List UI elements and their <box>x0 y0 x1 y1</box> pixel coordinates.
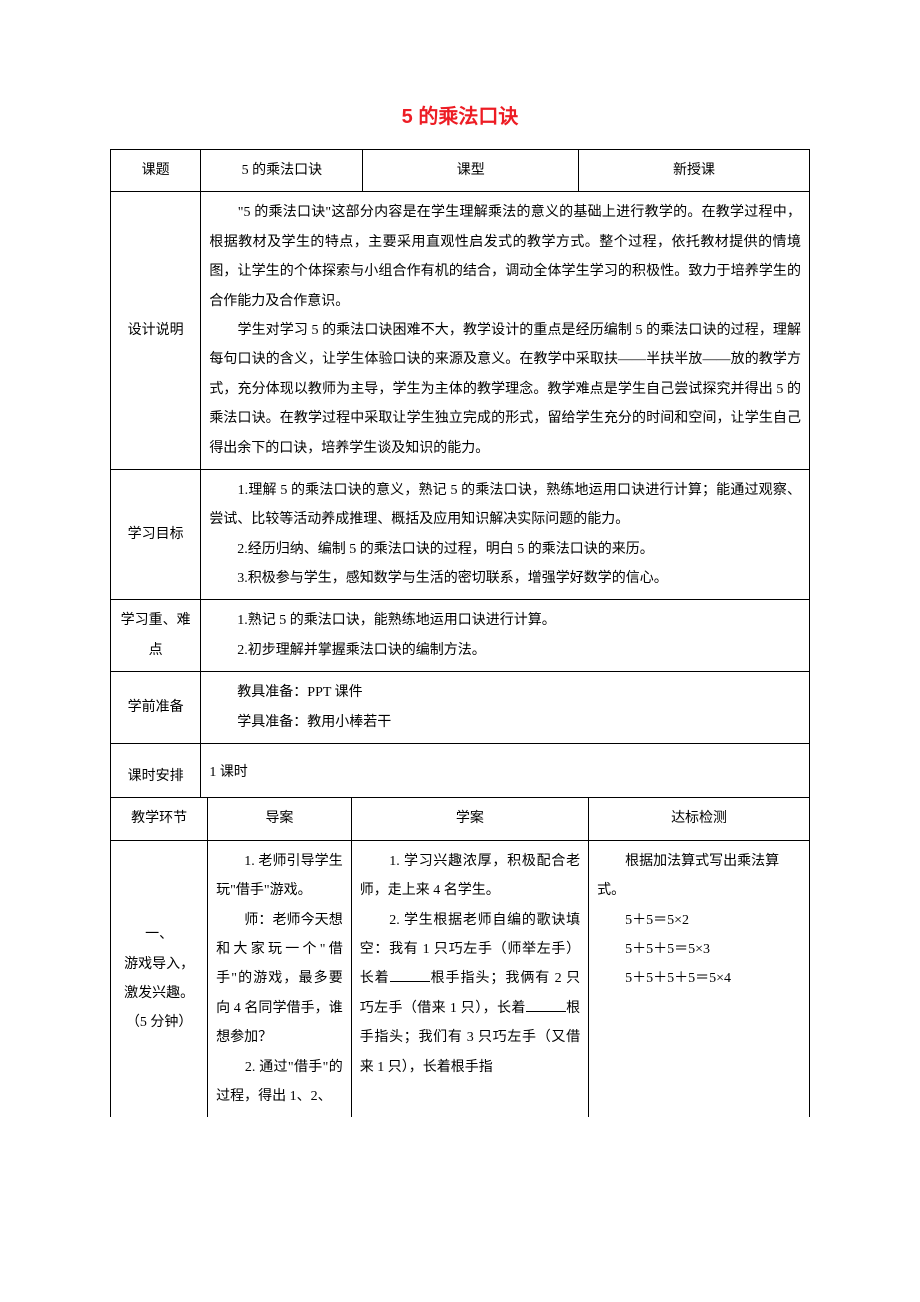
case-text-1: 1. 学习兴趣浓厚，积极配合老师，走上来 4 名学生。 2. 学生根据老师自编的… <box>360 854 580 987</box>
row-topic: 课题 5 的乘法口诀 课型 新授课 <box>111 150 810 192</box>
row-design: 设计说明 "5 的乘法口诀"这部分内容是在学生理解乘法的意义的基础上进行教学的。… <box>111 192 810 470</box>
row-prep: 学前准备 教具准备：PPT 课件 学具准备：教用小棒若干 <box>111 672 810 744</box>
content-goals: 1.理解 5 的乘法口诀的意义，熟记 5 的乘法口诀，熟练地运用口诀进行计算；能… <box>201 469 810 600</box>
label-goals: 学习目标 <box>111 469 201 600</box>
case-section1: 1. 学习兴趣浓厚，积极配合老师，走上来 4 名学生。 2. 学生根据老师自编的… <box>351 840 588 1117</box>
label-type: 课型 <box>363 150 579 192</box>
blank-2 <box>526 1000 566 1012</box>
row-keypoints: 学习重、难点 1.熟记 5 的乘法口诀，能熟练地运用口诀进行计算。 2.初步理解… <box>111 600 810 672</box>
value-topic: 5 的乘法口诀 <box>201 150 363 192</box>
row-goals: 学习目标 1.理解 5 的乘法口诀的意义，熟记 5 的乘法口诀，熟练地运用口诀进… <box>111 469 810 600</box>
lesson-plan-table: 课题 5 的乘法口诀 课型 新授课 设计说明 "5 的乘法口诀"这部分内容是在学… <box>110 149 810 798</box>
blank-1 <box>390 970 430 982</box>
content-keypoints: 1.熟记 5 的乘法口诀，能熟练地运用口诀进行计算。 2.初步理解并掌握乘法口诀… <box>201 600 810 672</box>
phase-section1: 一、 游戏导入，激发兴趣。 （5 分钟） <box>111 840 208 1117</box>
row-section1: 一、 游戏导入，激发兴趣。 （5 分钟） 1. 老师引导学生玩"借手"游戏。 师… <box>111 840 810 1117</box>
header-guide: 导案 <box>208 798 352 840</box>
row-process-header: 教学环节 导案 学案 达标检测 <box>111 798 810 840</box>
guide-section1: 1. 老师引导学生玩"借手"游戏。 师：老师今天想和大家玩一个"借手"的游戏，最… <box>208 840 352 1117</box>
header-check: 达标检测 <box>589 798 810 840</box>
label-keypoints: 学习重、难点 <box>111 600 201 672</box>
header-case: 学案 <box>351 798 588 840</box>
document-title: 5 的乘法口诀 <box>110 100 810 129</box>
check-section1: 根据加法算式写出乘法算式。 5＋5＝5×2 5＋5＋5＝5×3 5＋5＋5＋5＝… <box>589 840 810 1117</box>
label-prep: 学前准备 <box>111 672 201 744</box>
label-schedule: 课时安排 <box>111 744 201 798</box>
content-schedule: 1 课时 <box>201 744 810 798</box>
content-prep: 教具准备：PPT 课件 学具准备：教用小棒若干 <box>201 672 810 744</box>
content-design: "5 的乘法口诀"这部分内容是在学生理解乘法的意义的基础上进行教学的。在教学过程… <box>201 192 810 470</box>
teaching-process-table: 教学环节 导案 学案 达标检测 一、 游戏导入，激发兴趣。 （5 分钟） 1. … <box>110 798 810 1117</box>
value-type: 新授课 <box>579 150 810 192</box>
label-design: 设计说明 <box>111 192 201 470</box>
label-topic: 课题 <box>111 150 201 192</box>
header-phase: 教学环节 <box>111 798 208 840</box>
row-schedule: 课时安排 1 课时 <box>111 744 810 798</box>
